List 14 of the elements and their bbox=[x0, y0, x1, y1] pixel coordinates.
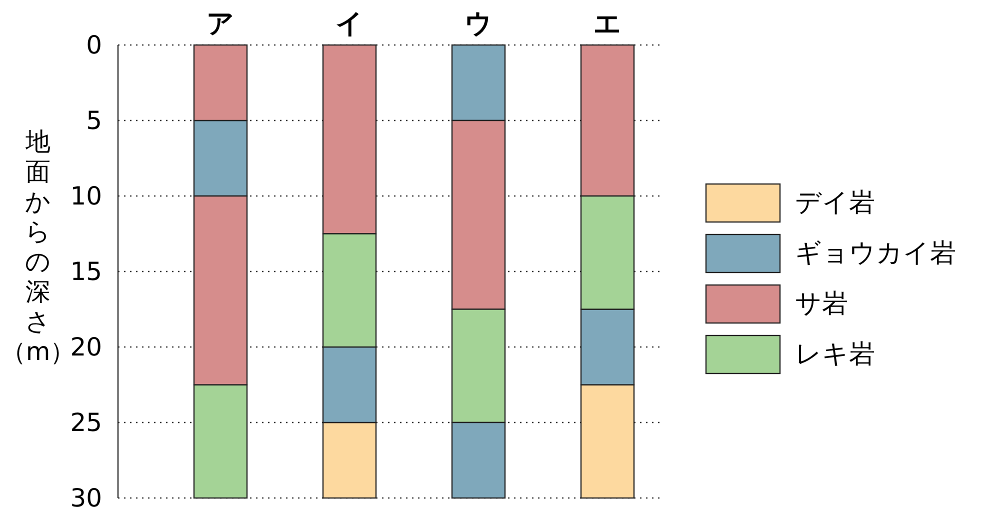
x-tick-label: イ bbox=[336, 8, 364, 40]
y-tick-label: 5 bbox=[86, 106, 102, 135]
x-tick-label: エ bbox=[594, 8, 622, 40]
y-tick-label: 10 bbox=[70, 182, 102, 210]
legend-label: ギョウカイ岩 bbox=[795, 238, 956, 268]
y-tick-label: 15 bbox=[70, 257, 102, 286]
y-tick-label: 0 bbox=[86, 30, 102, 60]
legend-label: デイ岩 bbox=[795, 188, 875, 218]
legend-label: サ岩 bbox=[795, 289, 848, 319]
x-tick-label: ウ bbox=[464, 8, 492, 40]
x-tick-label: ア bbox=[206, 8, 234, 40]
y-tick-label: 25 bbox=[70, 408, 102, 437]
y-tick-label: 30 bbox=[70, 484, 102, 510]
legend-label: レキ岩 bbox=[795, 340, 875, 370]
